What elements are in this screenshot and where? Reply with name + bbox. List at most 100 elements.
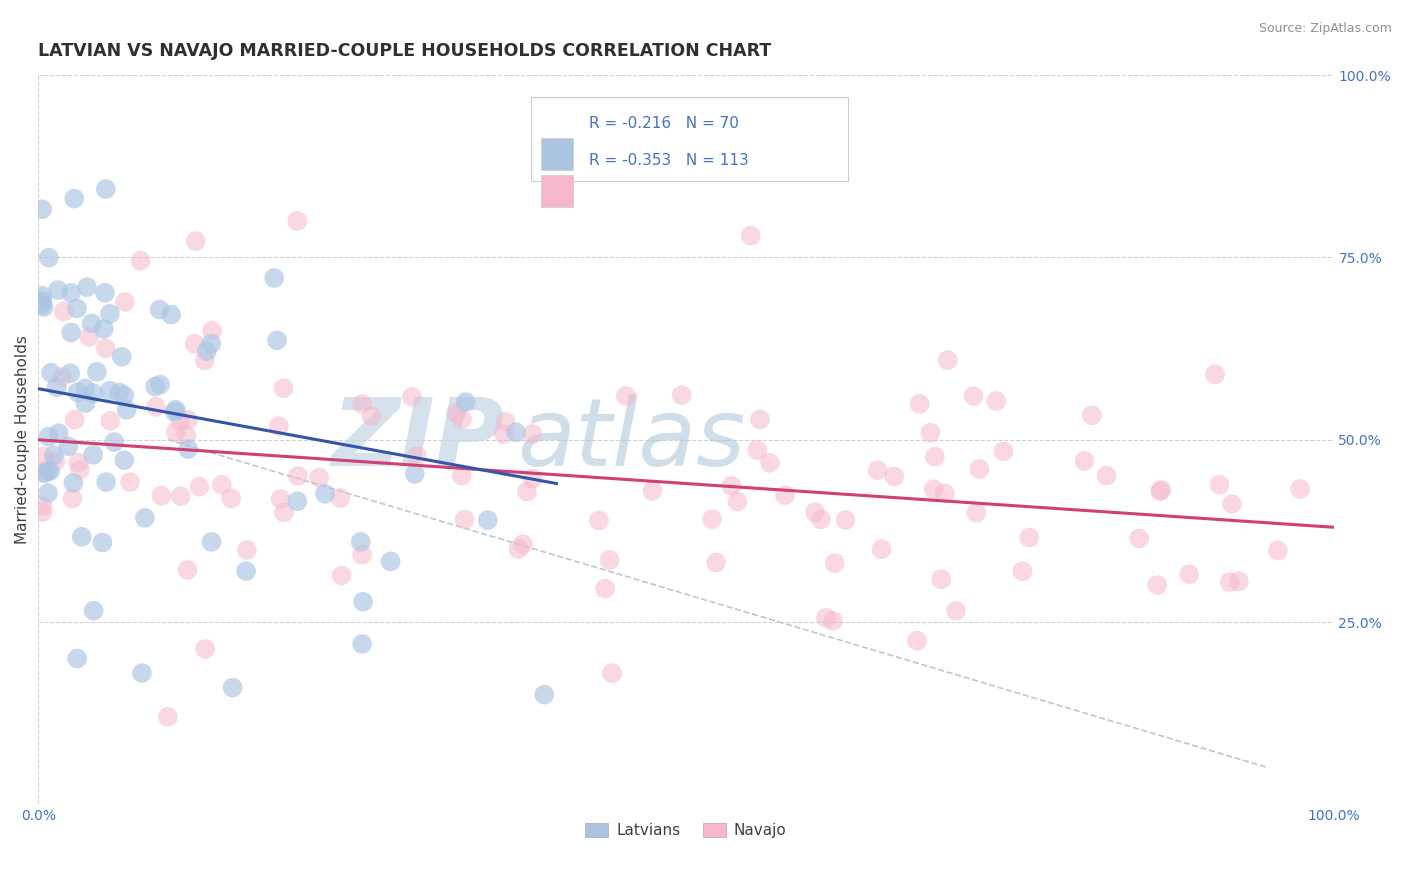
Point: [747, 443, 769, 458]
Point: [1178, 567, 1201, 582]
Point: [98, 384, 121, 398]
Point: [114, 295, 136, 310]
Point: [814, 611, 837, 625]
Point: [77, 330, 100, 344]
Point: [720, 479, 742, 493]
Point: [1289, 482, 1312, 496]
Point: [508, 541, 530, 556]
Point: [450, 468, 472, 483]
Point: [380, 554, 402, 568]
Point: [931, 572, 953, 586]
Point: [477, 513, 499, 527]
Point: [82, 448, 104, 462]
Point: [352, 637, 374, 651]
Point: [94, 342, 117, 356]
Point: [922, 483, 945, 497]
Point: [773, 488, 796, 502]
Point: [451, 412, 474, 426]
Point: [31, 499, 53, 513]
Point: [94, 475, 117, 489]
Point: [600, 666, 623, 681]
Point: [986, 394, 1008, 409]
Point: [236, 543, 259, 558]
Point: [169, 414, 191, 428]
Point: [45, 454, 67, 468]
Point: [1149, 484, 1171, 499]
Point: [63, 413, 86, 427]
Point: [211, 478, 233, 492]
Point: [188, 480, 211, 494]
Point: [270, 491, 292, 506]
Point: [866, 463, 889, 477]
Point: [32, 450, 55, 464]
Point: [70, 530, 93, 544]
Point: [98, 307, 121, 321]
Point: [59, 366, 82, 380]
Point: [446, 406, 468, 420]
Point: [112, 388, 135, 402]
Point: [1018, 531, 1040, 545]
Point: [834, 513, 856, 527]
Point: [330, 568, 353, 582]
Point: [129, 253, 152, 268]
Point: [200, 534, 222, 549]
Point: [201, 324, 224, 338]
Point: [149, 302, 172, 317]
Point: [962, 389, 984, 403]
Point: [598, 553, 620, 567]
Legend: Latvians, Navajo: Latvians, Navajo: [579, 817, 793, 844]
Point: [143, 379, 166, 393]
Point: [165, 402, 187, 417]
Point: [94, 182, 117, 196]
FancyBboxPatch shape: [530, 97, 848, 181]
Bar: [541, 137, 574, 170]
Point: [1073, 454, 1095, 468]
Point: [91, 535, 114, 549]
Point: [1128, 532, 1150, 546]
Point: [965, 506, 987, 520]
Point: [83, 604, 105, 618]
Point: [273, 505, 295, 519]
Point: [156, 710, 179, 724]
Point: [641, 483, 664, 498]
Point: [145, 400, 167, 414]
Point: [908, 397, 931, 411]
Point: [1208, 477, 1230, 491]
Point: [1150, 483, 1173, 497]
Point: [46, 283, 69, 297]
Point: [63, 192, 86, 206]
Point: [31, 465, 53, 479]
Point: [759, 456, 782, 470]
Point: [360, 409, 382, 424]
Point: [32, 300, 55, 314]
Point: [1095, 468, 1118, 483]
Y-axis label: Married-couple Households: Married-couple Households: [15, 335, 30, 544]
Point: [1011, 564, 1033, 578]
Point: [1220, 497, 1243, 511]
Text: atlas: atlas: [517, 394, 745, 485]
Point: [1219, 575, 1241, 590]
Point: [62, 491, 84, 506]
Point: [131, 666, 153, 681]
Point: [134, 511, 156, 525]
Point: [453, 512, 475, 526]
Point: [39, 464, 62, 478]
Point: [160, 308, 183, 322]
Point: [183, 336, 205, 351]
Point: [350, 534, 373, 549]
Point: [98, 414, 121, 428]
Point: [823, 614, 845, 628]
Point: [59, 285, 82, 300]
Point: [194, 642, 217, 657]
Point: [702, 512, 724, 526]
Point: [804, 505, 827, 519]
Point: [67, 455, 90, 469]
Point: [195, 344, 218, 359]
Point: [31, 289, 53, 303]
Point: [37, 464, 59, 478]
Point: [920, 425, 942, 440]
Point: [740, 228, 762, 243]
Point: [352, 397, 374, 411]
Point: [533, 688, 555, 702]
Point: [267, 419, 290, 434]
